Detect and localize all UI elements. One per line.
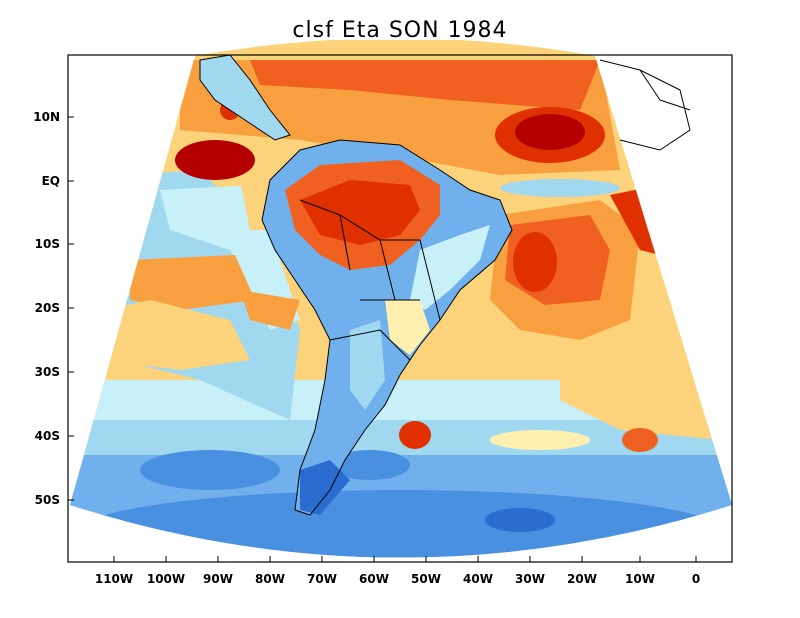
x-axis-labels: 110W 100W 90W 80W 70W 60W 50W 40W 30W 20… [95,572,700,586]
y-tick-label: 10N [33,110,60,124]
y-tick-label: 40S [35,429,60,443]
y-tick-label: 30S [35,365,60,379]
y-axis-ticks [68,116,74,501]
x-axis-ticks [113,556,697,562]
x-tick-label: 0 [692,572,700,586]
x-tick-label: 20W [567,572,597,586]
x-tick-label: 90W [203,572,233,586]
y-tick-label: 10S [35,237,60,251]
x-tick-label: 100W [147,572,185,586]
map-title: clsf Eta SON 1984 [292,18,508,43]
y-tick-label: 50S [35,493,60,507]
x-tick-label: 110W [95,572,133,586]
x-tick-label: 80W [255,572,285,586]
field-layer [70,40,732,558]
coastlines [199,54,691,516]
x-tick-label: 10W [625,572,655,586]
x-tick-label: 60W [359,572,389,586]
y-tick-label: EQ [42,174,60,188]
x-tick-label: 50W [411,572,441,586]
x-tick-label: 40W [463,572,493,586]
x-tick-label: 30W [515,572,545,586]
y-axis-labels: 10N EQ 10S 20S 30S 40S 50S [33,110,60,507]
y-tick-label: 20S [35,301,60,315]
x-tick-label: 70W [307,572,337,586]
